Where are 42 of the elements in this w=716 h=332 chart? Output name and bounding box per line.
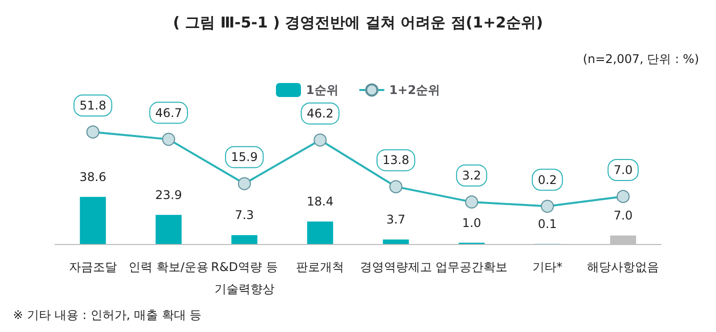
legend-label: 1+2순위 (389, 83, 440, 97)
point (86, 125, 100, 138)
data-label: 38.6 (80, 170, 106, 184)
data-label: 1.0 (462, 216, 482, 230)
data-label: 23.9 (155, 188, 182, 202)
point (540, 200, 554, 213)
point (465, 195, 478, 208)
point (238, 177, 251, 190)
chart-title: ( 그림 Ⅲ-5-1 ) 경영전반에 걸쳐 어려운 점(1+2순위) (173, 14, 543, 32)
bar (80, 196, 106, 244)
data-label: 0.1 (538, 216, 557, 231)
bar (231, 235, 258, 244)
data-label: 18.4 (306, 194, 334, 209)
data-label: 7.0 (614, 208, 633, 222)
bar (307, 222, 334, 244)
data-label: 51.8 (80, 98, 106, 112)
x-tick-label: 인력 확보/운용 (128, 260, 209, 274)
x-tick-label: 해당사항없음 (587, 260, 660, 274)
text: ※ 기타 내용 : 인허가, 매출 확대 등 (13, 308, 202, 322)
data-label: 13.8 (382, 153, 410, 168)
data-label: 3.7 (386, 212, 406, 226)
point (616, 190, 630, 203)
point (162, 132, 176, 146)
x-tick-label: 판로개척 (296, 260, 344, 274)
legend-label: 1순위 (306, 83, 338, 97)
data-label: 7.3 (234, 208, 254, 222)
data-label: 15.9 (231, 150, 258, 164)
data-label: 46.2 (306, 106, 334, 121)
data-label: 0.2 (538, 172, 557, 187)
point (389, 180, 402, 194)
x-tick-label: 자금조달 (68, 260, 117, 274)
x-tick-label: 업무공간확보 (436, 260, 508, 274)
data-label: 46.7 (155, 106, 182, 120)
data-label: 7.0 (614, 162, 633, 177)
chart-subtitle: (n=2,007, 단위 : %) (582, 52, 700, 66)
data-label: 3.2 (462, 168, 482, 182)
x-tick-label: R&D역량 등 기술력향상 (211, 260, 278, 296)
bar (156, 214, 182, 244)
bar (382, 239, 409, 244)
x-tick-label: 경영역량제고 (360, 260, 432, 274)
x-tick-label: 기타* (532, 260, 562, 274)
point (314, 134, 327, 147)
